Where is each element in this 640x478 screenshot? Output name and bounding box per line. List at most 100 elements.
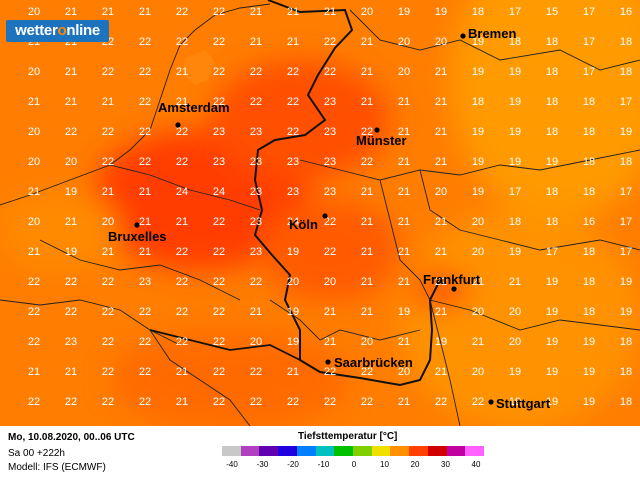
grid-value: 22: [361, 366, 373, 378]
grid-value: 24: [213, 186, 225, 198]
grid-value: 20: [435, 186, 447, 198]
grid-value: 17: [620, 216, 632, 228]
grid-value: 17: [509, 6, 521, 18]
grid-value: 23: [287, 186, 299, 198]
city-label: Frankfurt: [423, 272, 481, 287]
grid-value: 17: [583, 36, 595, 48]
grid-value: 20: [472, 216, 484, 228]
color-scale-segment: [222, 446, 242, 456]
grid-value: 18: [583, 156, 595, 168]
grid-value: 20: [509, 306, 521, 318]
grid-value: 19: [509, 126, 521, 138]
grid-value: 21: [176, 66, 188, 78]
grid-value: 19: [546, 276, 558, 288]
grid-value: 19: [546, 306, 558, 318]
grid-value: 20: [65, 156, 77, 168]
grid-value: 20: [509, 336, 521, 348]
grid-value: 18: [620, 366, 632, 378]
grid-value: 16: [620, 6, 632, 18]
grid-value: 21: [324, 6, 336, 18]
grid-value: 18: [583, 276, 595, 288]
national-border: [253, 0, 441, 387]
grid-value: 21: [65, 66, 77, 78]
grid-value: 21: [361, 96, 373, 108]
grid-value: 19: [472, 156, 484, 168]
grid-value: 19: [583, 396, 595, 408]
wetteronline-logo[interactable]: wetteronline: [6, 20, 109, 42]
color-scale-segment: [334, 446, 354, 456]
grid-value: 21: [435, 156, 447, 168]
color-scale-tick-label: 10: [380, 460, 389, 469]
grid-value: 20: [361, 6, 373, 18]
grid-value: 21: [509, 276, 521, 288]
grid-value: 22: [213, 306, 225, 318]
grid-value: 22: [176, 6, 188, 18]
grid-value: 22: [102, 66, 114, 78]
grid-value: 22: [361, 126, 373, 138]
grid-value: 21: [361, 276, 373, 288]
color-scale-segment: [446, 446, 466, 456]
grid-value: 22: [139, 36, 151, 48]
color-scale-bar: [222, 446, 485, 456]
grid-value: 21: [435, 246, 447, 258]
grid-value: 22: [213, 336, 225, 348]
grid-value: 22: [287, 96, 299, 108]
grid-value: 21: [398, 156, 410, 168]
color-scale-segment: [427, 446, 448, 456]
grid-value: 24: [287, 216, 299, 228]
grid-value: 22: [28, 306, 40, 318]
grid-value: 22: [28, 336, 40, 348]
grid-value: 21: [435, 126, 447, 138]
city-label: Stuttgart: [496, 396, 551, 411]
grid-value: 23: [287, 156, 299, 168]
city-dot: [134, 222, 140, 228]
grid-value: 18: [546, 186, 558, 198]
grid-value: 20: [28, 6, 40, 18]
grid-value: 22: [65, 396, 77, 408]
grid-value: 21: [102, 246, 114, 258]
grid-value: 20: [28, 126, 40, 138]
grid-value: 21: [435, 306, 447, 318]
grid-value: 22: [176, 156, 188, 168]
grid-value: 20: [102, 216, 114, 228]
grid-value: 21: [250, 36, 262, 48]
grid-value: 19: [546, 156, 558, 168]
grid-value: 22: [176, 336, 188, 348]
grid-value: 22: [102, 396, 114, 408]
grid-value: 23: [213, 156, 225, 168]
grid-value: 20: [398, 66, 410, 78]
grid-value: 21: [139, 186, 151, 198]
grid-value: 18: [472, 6, 484, 18]
grid-value: 21: [250, 306, 262, 318]
city-label: Amsterdam: [158, 100, 230, 115]
grid-value: 21: [398, 276, 410, 288]
grid-value: 22: [324, 246, 336, 258]
grid-value: 19: [435, 336, 447, 348]
color-scale-tick-label: -10: [317, 460, 330, 469]
grid-value: 17: [546, 246, 558, 258]
color-scale-segment: [240, 446, 260, 456]
grid-value: 19: [620, 276, 632, 288]
grid-value: 22: [139, 126, 151, 138]
grid-value: 21: [28, 366, 40, 378]
temperature-grid-labels: 20 21 21 21 22 22 21 21 21 20 19 19 18 17 15 17 16 21 21 22…: [28, 6, 632, 408]
grid-value: 21: [28, 246, 40, 258]
color-scale-segment: [259, 446, 279, 456]
grid-value: 18: [546, 36, 558, 48]
color-scale-segment: [409, 446, 429, 456]
grid-value: 17: [509, 186, 521, 198]
grid-value: 23: [250, 186, 262, 198]
grid-value: 19: [620, 306, 632, 318]
grid-value: 21: [28, 186, 40, 198]
grid-value: 23: [324, 186, 336, 198]
grid-value: 21: [361, 246, 373, 258]
grid-value: 23: [250, 246, 262, 258]
grid-value: 22: [139, 66, 151, 78]
grid-value: 22: [176, 36, 188, 48]
grid-value: 22: [102, 366, 114, 378]
city-label: Münster: [356, 133, 407, 148]
grid-value: 19: [546, 396, 558, 408]
city-label: Saarbrücken: [334, 355, 413, 370]
grid-value: 23: [324, 126, 336, 138]
date-label: Mo, 10.08.2020, 00..06 UTC: [8, 432, 135, 443]
